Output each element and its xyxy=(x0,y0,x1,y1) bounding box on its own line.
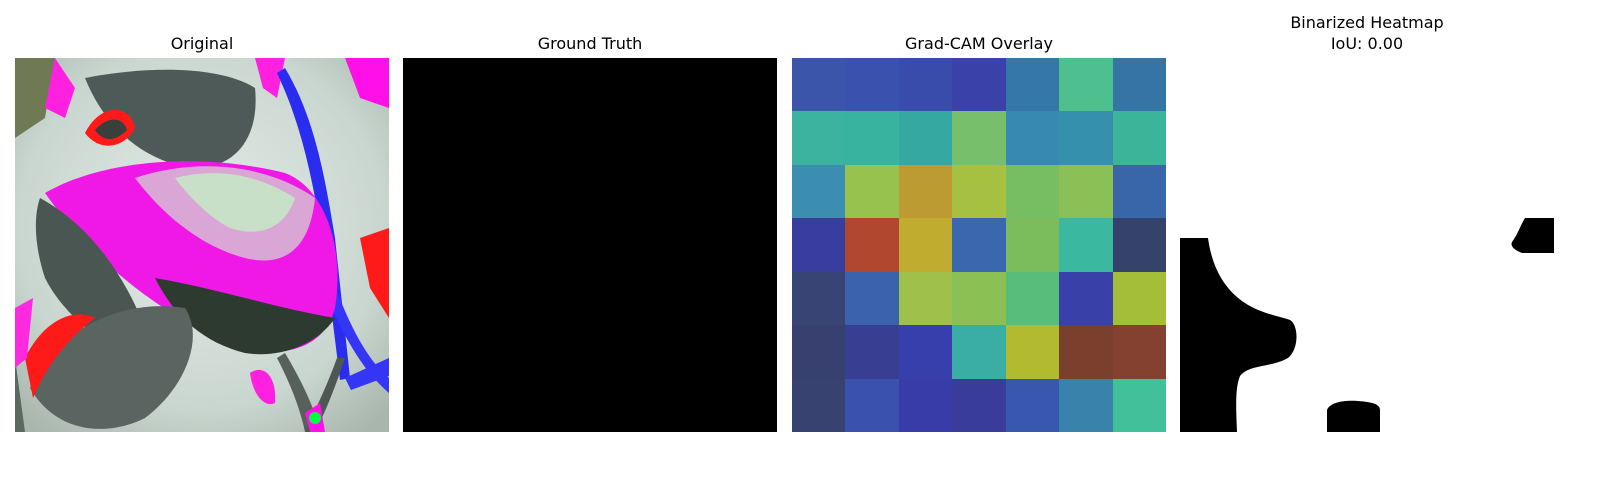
heatmap-cell xyxy=(1006,58,1059,111)
binarized-title: Binarized Heatmap IoU: 0.00 xyxy=(1290,13,1444,53)
heatmap-cell xyxy=(845,272,899,325)
heatmap-cell xyxy=(899,165,952,218)
heatmap-cell xyxy=(845,165,899,218)
gradcam-title: Grad-CAM Overlay xyxy=(905,34,1053,53)
heatmap-cell xyxy=(1006,165,1059,218)
heatmap-cell xyxy=(845,58,899,111)
heatmap-cell xyxy=(1059,218,1113,272)
binary-region-bottom xyxy=(1327,400,1380,432)
heatmap-cell xyxy=(1059,272,1113,325)
heatmap-cell xyxy=(952,272,1006,325)
heatmap-cell xyxy=(899,379,952,432)
heatmap-cell xyxy=(899,58,952,111)
heatmap-cell xyxy=(792,165,845,218)
ground-truth-title: Ground Truth xyxy=(537,34,643,53)
heatmap-cell xyxy=(1113,111,1166,165)
heatmap-cell xyxy=(845,218,899,272)
heatmap-cell xyxy=(1059,165,1113,218)
binary-region-right xyxy=(1511,218,1554,253)
heatmap-cell xyxy=(1006,379,1059,432)
heatmap-cell xyxy=(1113,58,1166,111)
heatmap-cell xyxy=(952,325,1006,379)
gradcam-overlay xyxy=(792,58,1166,432)
binary-region-left xyxy=(1180,238,1297,432)
heatmap-cell xyxy=(1113,272,1166,325)
original-image xyxy=(15,58,389,432)
original-title: Original xyxy=(170,34,234,53)
heatmap-cell xyxy=(1059,58,1113,111)
heatmap-cell xyxy=(952,379,1006,432)
binarized-heatmap xyxy=(1180,58,1554,432)
heatmap-cell xyxy=(1113,165,1166,218)
heatmap-cell xyxy=(952,58,1006,111)
heatmap-cell xyxy=(1113,325,1166,379)
heatmap-cell xyxy=(1059,379,1113,432)
heatmap-cell xyxy=(952,111,1006,165)
heatmap-cell xyxy=(792,218,845,272)
heatmap-cell xyxy=(845,325,899,379)
heatmap-cell xyxy=(845,379,899,432)
ground-truth-mask xyxy=(403,58,777,432)
heatmap-cell xyxy=(792,58,845,111)
heatmap-cell xyxy=(1113,218,1166,272)
heatmap-cell xyxy=(1059,111,1113,165)
heatmap-cell xyxy=(1006,111,1059,165)
heatmap-cell xyxy=(1006,325,1059,379)
heatmap-cell xyxy=(899,111,952,165)
heatmap-cell xyxy=(1113,379,1166,432)
heatmap-cell xyxy=(792,272,845,325)
heatmap-cell xyxy=(1059,325,1113,379)
heatmap-cell xyxy=(899,272,952,325)
heatmap-cell xyxy=(899,325,952,379)
heatmap-cell xyxy=(899,218,952,272)
heatmap-cell xyxy=(1006,272,1059,325)
heatmap-cell xyxy=(952,218,1006,272)
heatmap-cell xyxy=(792,379,845,432)
heatmap-cell xyxy=(1006,218,1059,272)
heatmap-cell xyxy=(952,165,1006,218)
heatmap-cell xyxy=(845,111,899,165)
heatmap-cell xyxy=(792,111,845,165)
heatmap-cell xyxy=(792,325,845,379)
